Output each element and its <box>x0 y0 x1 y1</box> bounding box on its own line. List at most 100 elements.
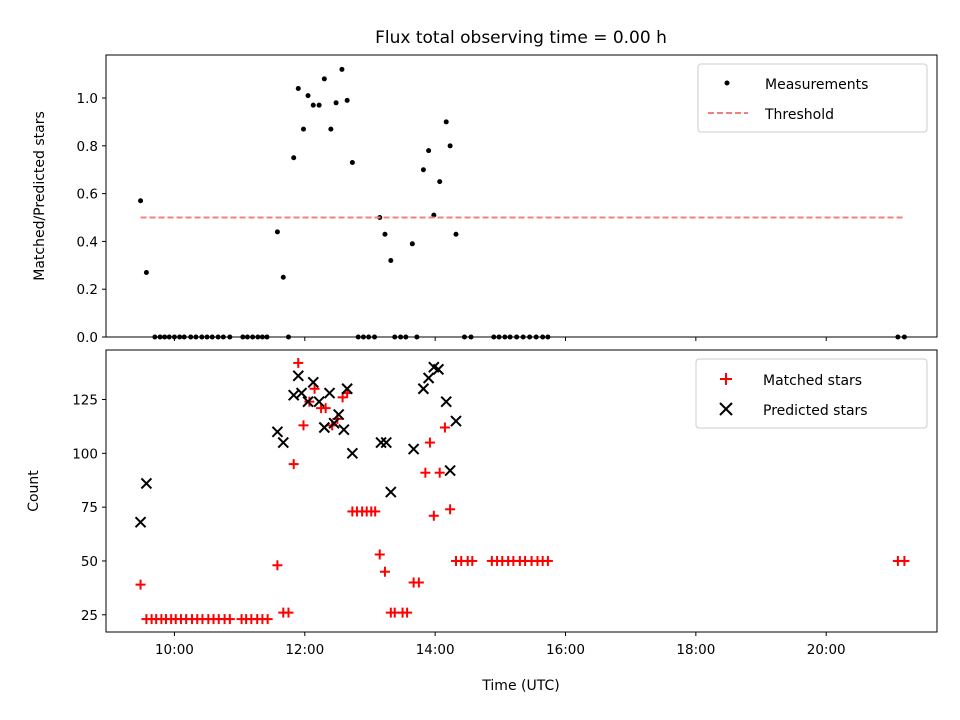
top-y-tick-label: 0.8 <box>77 139 98 155</box>
predicted-star-point-b <box>288 389 300 401</box>
matched-star-point <box>413 577 424 588</box>
predicted-star-point-b <box>323 387 336 399</box>
predicted-star-point <box>332 408 345 421</box>
bottom-axes-frame <box>105 349 938 633</box>
measurement-point <box>409 241 415 247</box>
measurement-point <box>453 231 459 237</box>
predicted-star-point-b <box>292 370 304 382</box>
matched-star-point <box>374 549 385 560</box>
measurement-point <box>274 229 280 235</box>
predicted-star-point <box>422 372 435 384</box>
predicted-star-point <box>271 426 284 438</box>
predicted-star-point <box>302 395 314 408</box>
measurement-point <box>333 100 339 106</box>
measurement-point <box>143 269 149 275</box>
predicted-star-point-b <box>318 421 331 434</box>
top-y-axis-label: Matched/Predicted stars <box>32 111 48 281</box>
measurement-point <box>328 126 334 132</box>
predicted-star-point <box>295 387 308 399</box>
measurement-point <box>437 179 443 185</box>
predicted-star-point-b <box>407 443 420 455</box>
bottom-x-axis-label: Time (UTC) <box>481 678 559 694</box>
matched-star-point <box>272 560 283 571</box>
legend-matched-marker <box>720 373 732 385</box>
measurement-point <box>321 76 327 82</box>
matched-star-point <box>298 420 309 431</box>
bottom-y-tick-label: 50 <box>81 554 98 570</box>
top-y-tick-label: 0.4 <box>77 234 98 250</box>
predicted-star-point-b <box>444 464 456 477</box>
measurement-point <box>443 119 449 125</box>
matched-star-point <box>467 555 478 566</box>
predicted-star-point-b <box>341 383 353 395</box>
predicted-star-point <box>375 436 387 449</box>
predicted-star-point <box>346 447 359 460</box>
bottom-x-tick-label: 14:00 <box>416 642 455 658</box>
predicted-star-point <box>385 486 397 498</box>
measurement-point <box>295 85 301 91</box>
top-chart-title: Flux total observing time = 0.00 h <box>375 28 667 48</box>
predicted-star-point-b <box>328 417 340 429</box>
matched-star-point <box>439 422 450 433</box>
matched-star-point <box>424 437 435 448</box>
measurement-point <box>300 126 306 132</box>
predicted-star-point-b <box>375 436 387 449</box>
matched-star-point <box>402 607 413 618</box>
predicted-star-point-b <box>277 436 289 449</box>
predicted-star-point-b <box>295 387 308 399</box>
predicted-star-point-b <box>271 426 284 438</box>
predicted-star-point <box>380 436 392 449</box>
legend-matched-label: Matched stars <box>763 373 862 389</box>
measurement-point <box>388 258 394 264</box>
measurement-point <box>431 212 437 218</box>
matched-star-point <box>224 614 235 625</box>
predicted-star-point-b <box>380 436 392 449</box>
top-y-tick-label: 0.2 <box>77 282 98 298</box>
predicted-star-point-b <box>332 408 345 421</box>
predicted-star-point <box>313 395 325 408</box>
predicted-star-point-b <box>450 415 462 427</box>
top-axes-frame <box>105 54 938 338</box>
bottom-legend-box <box>695 358 928 429</box>
predicted-star-point <box>432 363 445 376</box>
measurement-point <box>291 155 297 161</box>
predicted-star-point <box>444 464 456 477</box>
matched-star-point <box>434 467 445 478</box>
predicted-star-point <box>341 383 353 395</box>
measurement-point <box>420 167 426 173</box>
legend-predicted-label: Predicted stars <box>763 403 868 419</box>
predicted-star-point <box>440 395 452 408</box>
measurement-point <box>447 143 453 149</box>
legend-measurements-label: Measurements <box>765 77 868 93</box>
measurement-point <box>382 231 388 237</box>
predicted-star-point-b <box>140 477 153 490</box>
bottom-legend: Matched stars Predicted stars <box>695 358 928 429</box>
bottom-y-tick-label: 125 <box>72 393 98 409</box>
legend-predicted-marker <box>719 402 733 416</box>
matched-star-point <box>262 614 273 625</box>
predicted-star-point-b <box>307 376 319 388</box>
matched-star-point <box>428 510 439 521</box>
bottom-y-tick-label: 100 <box>72 446 98 462</box>
predicted-star-point <box>407 443 420 455</box>
top-axis-ticks: 0.0 0.2 0.4 0.6 0.8 1.0 <box>77 91 827 346</box>
bottom-axis-ticks: 10:00 12:00 14:00 16:00 18:00 20:00 25 50 75 100 1… <box>72 393 845 658</box>
top-y-tick-label: 0.0 <box>77 330 98 346</box>
matched-star-point <box>288 459 299 470</box>
measurement-point <box>138 198 144 204</box>
matched-star-point <box>320 403 331 414</box>
predicted-star-point <box>134 516 147 528</box>
predicted-star-point-b <box>417 383 430 395</box>
bottom-x-tick-label: 16:00 <box>546 642 585 658</box>
predicted-star-point-b <box>346 447 359 460</box>
predicted-star-point <box>323 387 336 399</box>
measurement-point <box>310 102 316 108</box>
matched-star-point <box>370 506 381 517</box>
predicted-star-point-b <box>338 423 350 436</box>
measurement-point <box>280 274 286 280</box>
measurement-point <box>339 66 345 72</box>
predicted-star-point <box>140 477 153 490</box>
matched-star-point <box>309 383 320 394</box>
predicted-star-point <box>450 415 462 427</box>
